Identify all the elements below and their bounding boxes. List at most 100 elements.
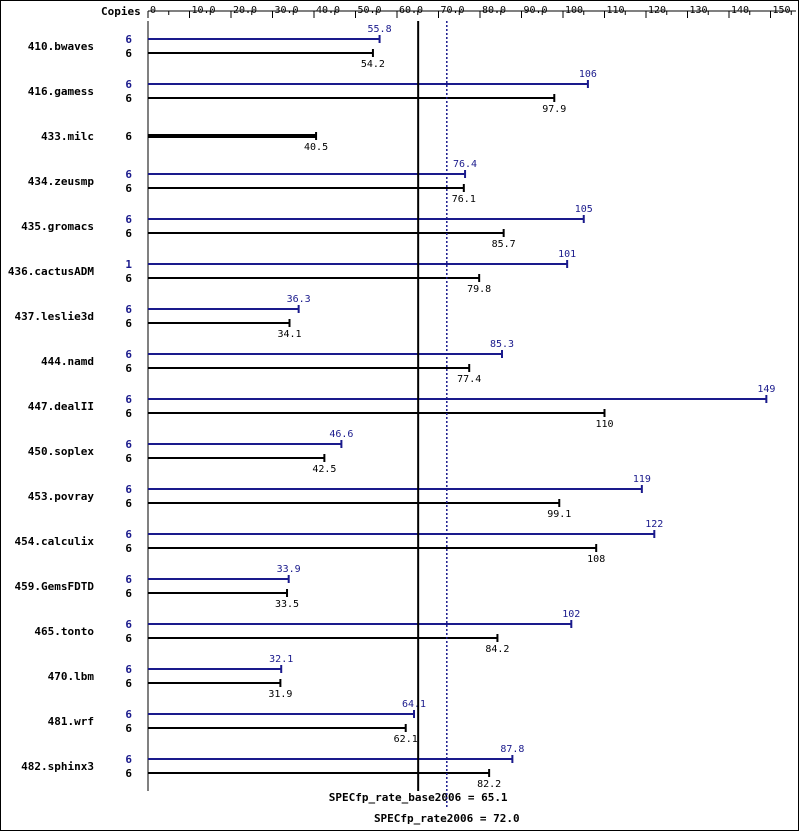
peak-copies: 1 xyxy=(125,258,132,271)
peak-copies: 6 xyxy=(125,708,132,721)
base-value-label: 84.2 xyxy=(485,644,509,655)
benchmark-row: 481.wrf 6 64.1 6 62.1 xyxy=(48,699,426,745)
benchmark-row: 447.dealII 6 149 6 110 xyxy=(28,384,776,430)
peak-copies: 6 xyxy=(125,78,132,91)
base-value-label: 42.5 xyxy=(312,464,336,475)
peak-value-label: 87.8 xyxy=(500,744,524,755)
base-value-label: 79.8 xyxy=(467,284,491,295)
base-copies: 6 xyxy=(125,497,132,510)
benchmark-name: 416.gamess xyxy=(28,85,94,98)
benchmark-name: 482.sphinx3 xyxy=(21,760,94,773)
base-value-label: 85.7 xyxy=(492,239,516,250)
x-tick-label: 100 xyxy=(565,5,583,16)
base-copies: 6 xyxy=(125,677,132,690)
benchmark-row: 453.povray 6 119 6 99.1 xyxy=(28,474,651,520)
base-value-label: 31.9 xyxy=(268,689,292,700)
base-copies: 6 xyxy=(125,767,132,780)
benchmark-name: 433.milc xyxy=(41,130,94,143)
x-tick-label: 50.0 xyxy=(358,5,382,16)
peak-value-label: 106 xyxy=(579,69,597,80)
benchmark-row: 410.bwaves 6 55.8 6 54.2 xyxy=(28,24,392,70)
base-value-label: 97.9 xyxy=(542,104,566,115)
peak-value-label: 46.6 xyxy=(329,429,353,440)
x-tick-label: 130 xyxy=(690,5,708,16)
x-tick-label: 60.0 xyxy=(399,5,423,16)
peak-copies: 6 xyxy=(125,33,132,46)
peak-copies: 6 xyxy=(125,573,132,586)
base-value-label: 54.2 xyxy=(361,59,385,70)
base-value-label: 62.1 xyxy=(394,734,418,745)
peak-value-label: 85.3 xyxy=(490,339,514,350)
benchmark-name: 481.wrf xyxy=(48,715,94,728)
base-copies: 6 xyxy=(125,130,132,143)
peak-value-label: 122 xyxy=(645,519,663,530)
benchmark-name: 450.soplex xyxy=(28,445,95,458)
x-tick-label: 70.0 xyxy=(441,5,465,16)
benchmark-name: 447.dealII xyxy=(28,400,94,413)
benchmark-name: 453.povray xyxy=(28,490,95,503)
benchmark-row: 433.milc 6 40.5 xyxy=(41,130,328,153)
benchmark-row: 416.gamess 6 106 6 97.9 xyxy=(28,69,597,115)
peak-value-label: 105 xyxy=(575,204,593,215)
benchmark-row: 482.sphinx3 6 87.8 6 82.2 xyxy=(21,744,524,790)
base-value-label: 99.1 xyxy=(547,509,571,520)
peak-copies: 6 xyxy=(125,348,132,361)
benchmark-name: 444.namd xyxy=(41,355,94,368)
benchmark-row: 459.GemsFDTD 6 33.9 6 33.5 xyxy=(15,564,301,610)
benchmark-row: 436.cactusADM 1 101 6 79.8 xyxy=(8,249,576,295)
benchmark-name: 465.tonto xyxy=(34,625,94,638)
base-copies: 6 xyxy=(125,542,132,555)
base-value-label: 82.2 xyxy=(477,779,501,790)
x-tick-label: 90.0 xyxy=(524,5,548,16)
benchmark-rows: 410.bwaves655.8654.2416.gamess6106697.94… xyxy=(8,24,775,790)
peak-copies: 6 xyxy=(125,213,132,226)
base-copies: 6 xyxy=(125,272,132,285)
benchmark-name: 470.lbm xyxy=(48,670,95,683)
benchmark-row: 437.leslie3d 6 36.3 6 34.1 xyxy=(15,294,311,340)
benchmark-row: 434.zeusmp 6 76.4 6 76.1 xyxy=(28,159,477,205)
x-tick-label: 150 xyxy=(773,5,791,16)
base-value-label: 40.5 xyxy=(304,142,328,153)
base-copies: 6 xyxy=(125,722,132,735)
peak-reference-label: SPECfp_rate2006 = 72.0 xyxy=(374,812,520,825)
benchmark-name: 459.GemsFDTD xyxy=(15,580,95,593)
peak-value-label: 55.8 xyxy=(368,24,392,35)
base-copies: 6 xyxy=(125,47,132,60)
peak-copies: 6 xyxy=(125,483,132,496)
peak-copies: 6 xyxy=(125,618,132,631)
benchmark-row: 454.calculix 6 122 6 108 xyxy=(15,519,664,565)
benchmark-name: 434.zeusmp xyxy=(28,175,95,188)
peak-copies: 6 xyxy=(125,663,132,676)
peak-copies: 6 xyxy=(125,438,132,451)
base-copies: 6 xyxy=(125,587,132,600)
peak-copies: 6 xyxy=(125,168,132,181)
base-value-label: 76.1 xyxy=(452,194,476,205)
peak-copies: 6 xyxy=(125,303,132,316)
benchmark-name: 436.cactusADM xyxy=(8,265,94,278)
base-value-label: 108 xyxy=(587,554,605,565)
x-axis: 0 10.0 20.0 30.0 40.0 50.0 60.0 70.0 80.0 90.0 100… xyxy=(147,5,796,791)
benchmark-row: 444.namd 6 85.3 6 77.4 xyxy=(41,339,514,385)
base-value-label: 33.5 xyxy=(275,599,299,610)
base-reference-label: SPECfp_rate_base2006 = 65.1 xyxy=(329,791,508,804)
x-tick-label: 0 xyxy=(150,5,156,16)
base-copies: 6 xyxy=(125,92,132,105)
x-tick-label: 110 xyxy=(607,5,625,16)
base-value-label: 110 xyxy=(595,419,613,430)
peak-value-label: 119 xyxy=(633,474,651,485)
benchmark-name: 454.calculix xyxy=(15,535,95,548)
base-copies: 6 xyxy=(125,632,132,645)
peak-value-label: 149 xyxy=(757,384,775,395)
base-value-label: 77.4 xyxy=(457,374,481,385)
x-tick-label: 80.0 xyxy=(482,5,506,16)
benchmark-name: 410.bwaves xyxy=(28,40,94,53)
base-copies: 6 xyxy=(125,362,132,375)
base-copies: 6 xyxy=(125,452,132,465)
x-tick-label: 30.0 xyxy=(275,5,299,16)
peak-copies: 6 xyxy=(125,393,132,406)
benchmark-row: 470.lbm 6 32.1 6 31.9 xyxy=(48,654,294,700)
peak-value-label: 102 xyxy=(562,609,580,620)
base-copies: 6 xyxy=(125,317,132,330)
